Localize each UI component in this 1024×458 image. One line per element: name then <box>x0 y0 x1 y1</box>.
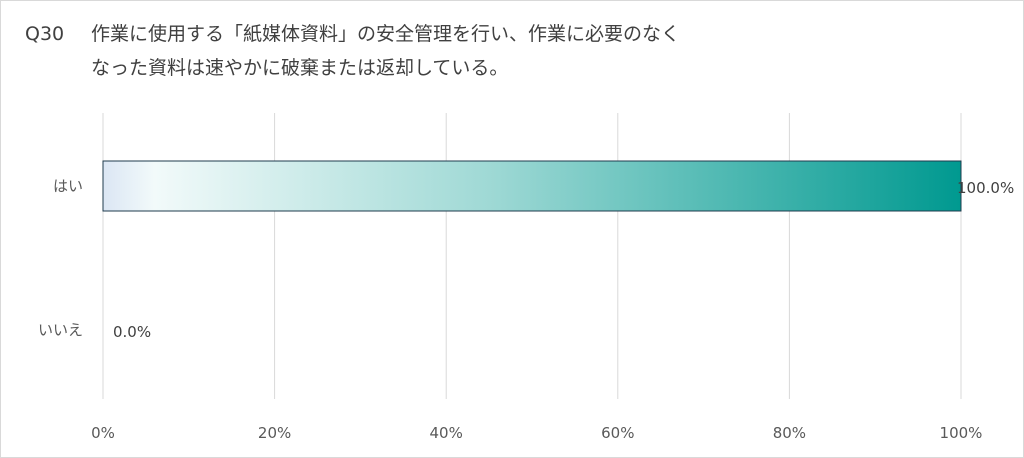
value-label: 100.0% <box>957 179 1014 197</box>
question-text-line1: 作業に使用する「紙媒体資料」の安全管理を行い、作業に必要のなく <box>91 23 681 45</box>
question-number: Q30 <box>25 23 65 45</box>
x-tick-label: 20% <box>258 424 291 442</box>
question-title: Q30 作業に使用する「紙媒体資料」の安全管理を行い、作業に必要のなく なった資料… <box>25 17 680 85</box>
category-label: いいえ <box>38 321 83 339</box>
question-text-line2: なった資料は速やかに破棄または返却している。 <box>91 57 509 79</box>
x-tick-label: 40% <box>430 424 463 442</box>
category-label: はい <box>53 177 83 195</box>
x-tick-label: 80% <box>773 424 806 442</box>
x-tick-label: 0% <box>91 424 115 442</box>
value-label: 0.0% <box>113 323 151 341</box>
x-tick-label: 60% <box>601 424 634 442</box>
x-tick-label: 100% <box>940 424 983 442</box>
bar <box>102 160 962 212</box>
